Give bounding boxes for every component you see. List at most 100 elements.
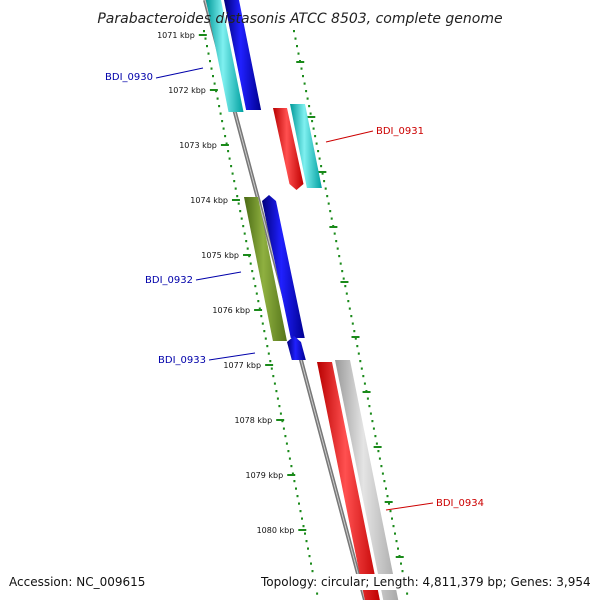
tick-track-dot: [212, 75, 214, 78]
tick-track-dot: [249, 262, 252, 265]
tick-label: 1074 kbp: [190, 196, 228, 205]
tick-track-dot: [374, 435, 377, 438]
tick-track-dot: [369, 412, 372, 415]
tick-track-dot: [266, 345, 269, 348]
tick-track-dot: [246, 247, 249, 250]
tick-track-dot: [406, 592, 409, 595]
tick-track-dot: [391, 517, 393, 520]
tick-track-dot: [388, 502, 390, 505]
tick-track-dot: [237, 202, 240, 205]
tick-track-dot: [344, 285, 347, 288]
tick-track-dot: [386, 495, 389, 498]
tick-track-dot: [272, 375, 275, 378]
tick-track-dot: [323, 180, 326, 183]
tick-track-dot: [309, 112, 312, 115]
tick-track-dot: [306, 97, 309, 100]
tick-track-dot: [312, 127, 315, 130]
tick-track-dot: [287, 450, 290, 453]
tick-track-dot: [336, 247, 339, 250]
tick-track-dot: [302, 75, 304, 78]
tick-track-dot: [251, 270, 254, 273]
tick-track-dot: [242, 225, 245, 228]
genome-summary-text: Topology: circular; Length: 4,811,379 bp…: [258, 574, 594, 590]
tick-track-dot: [255, 292, 258, 295]
tick-track-dot: [236, 195, 239, 198]
tick-track-dot: [243, 232, 246, 235]
tick-track-dot: [260, 315, 263, 318]
tick-track-dot: [317, 150, 320, 153]
tick-track-dot: [347, 300, 350, 303]
tick-track-dot: [308, 555, 311, 558]
gene-bdi0931-segment: [273, 108, 304, 190]
gene-bdi0933-segment: [287, 336, 306, 360]
tick-track-dot: [359, 360, 362, 363]
tick-track-dot: [339, 262, 342, 265]
tick-label: 1075 kbp: [201, 251, 239, 260]
gene-label: BDI_0931: [376, 126, 424, 137]
tick-track-dot: [264, 337, 267, 340]
tick-track-dot: [385, 487, 387, 490]
tick-track-dot: [291, 472, 294, 475]
gene-leader-line: [195, 271, 242, 281]
tick-track-dot: [254, 285, 257, 288]
tick-track-dot: [252, 277, 255, 280]
gene-blue-segment: [224, 0, 262, 110]
tick-track-dot: [279, 412, 282, 415]
tick-track-dot: [311, 570, 314, 573]
tick-track-dot: [284, 435, 287, 438]
tick-label: 1071 kbp: [157, 31, 195, 40]
tick-label: 1076 kbp: [212, 306, 250, 315]
tick-track-dot: [305, 90, 308, 93]
tick-track-dot: [372, 427, 375, 430]
tick-track-dot: [210, 67, 213, 70]
tick-track-dot: [261, 322, 264, 325]
gene-leader-line: [385, 502, 434, 511]
tick-track-dot: [357, 352, 360, 355]
tick-label: 1079 kbp: [245, 471, 283, 480]
tick-track-dot: [363, 382, 366, 385]
tick-track-dot: [368, 405, 371, 408]
tick-track-dot: [296, 495, 299, 498]
tick-track-dot: [224, 135, 227, 138]
tick-track-dot: [345, 292, 348, 295]
tick-track-dot: [281, 420, 284, 423]
tick-track-dot: [240, 217, 243, 220]
tick-track-dot: [263, 330, 266, 333]
tick-track-dot: [227, 150, 230, 153]
tick-track-dot: [383, 480, 386, 483]
tick-track-dot: [360, 367, 363, 370]
tick-track-dot: [298, 502, 300, 505]
tick-track-dot: [257, 300, 260, 303]
gene-blue-segment: [262, 195, 305, 338]
tick-track-dot: [294, 37, 297, 40]
tick-track-dot: [206, 45, 208, 48]
tick-track-dot: [239, 210, 242, 213]
tick-track-dot: [381, 472, 384, 475]
tick-track-dot: [400, 562, 402, 565]
tick-track-dot: [324, 187, 327, 190]
tick-track-dot: [293, 30, 295, 33]
tick-label: 1078 kbp: [234, 416, 272, 425]
tick-track-dot: [304, 532, 306, 535]
tick-track-dot: [248, 255, 251, 258]
tick-track-dot: [297, 52, 300, 55]
tick-track-dot: [320, 165, 323, 168]
tick-track-dot: [394, 532, 396, 535]
tick-track-dot: [273, 382, 276, 385]
tick-track-dot: [354, 337, 357, 340]
tick-track-dot: [314, 135, 317, 138]
tick-track-dot: [209, 60, 211, 63]
tick-track-dot: [204, 37, 207, 40]
gene-leader-line: [325, 130, 374, 143]
gene-label: BDI_0934: [436, 498, 484, 509]
tick-track-dot: [293, 480, 296, 483]
gene-leader-line: [208, 352, 256, 361]
tick-track-dot: [295, 487, 297, 490]
tick-track-dot: [380, 465, 383, 468]
tick-track-dot: [311, 120, 314, 123]
tick-track-dot: [225, 142, 228, 145]
tick-track-dot: [315, 142, 318, 145]
tick-track-dot: [231, 172, 234, 175]
tick-track-dot: [397, 547, 399, 550]
tick-track-dot: [326, 195, 329, 198]
